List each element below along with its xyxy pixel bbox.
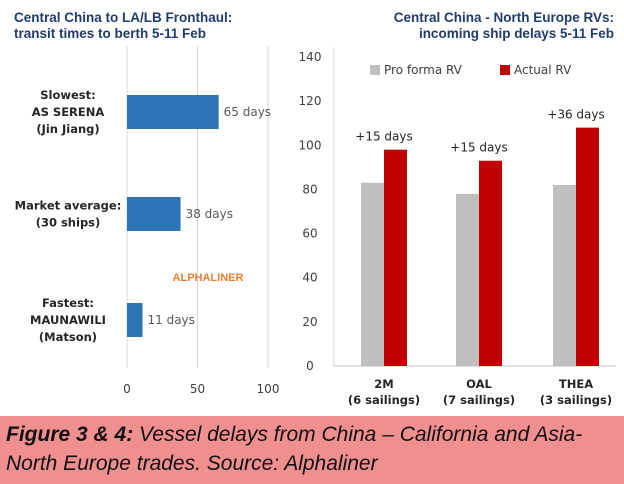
category-label: AS SERENA	[32, 105, 105, 119]
bar	[127, 95, 219, 129]
bar-pro-forma	[553, 185, 576, 366]
category-label: 2M	[374, 377, 393, 391]
y-tick-label: 40	[302, 271, 317, 285]
legend-swatch-pro-forma	[370, 65, 380, 75]
delay-annotation: +15 days	[355, 130, 412, 144]
y-tick-label: 20	[302, 315, 317, 329]
category-label: (3 sailings)	[540, 393, 612, 407]
right-chart-title: Central China - North Europe RVs: incomi…	[318, 10, 614, 42]
category-label: (30 ships)	[36, 216, 101, 230]
bar-data-label: 38 days	[186, 207, 233, 221]
y-tick-label: 100	[300, 138, 321, 152]
caption-lead: Figure 3 & 4:	[6, 423, 134, 446]
y-tick-label: 60	[302, 227, 317, 241]
legend-label-actual: Actual RV	[514, 63, 572, 77]
y-tick-label: 0	[306, 359, 314, 373]
x-tick-label: 100	[257, 382, 280, 396]
legend-swatch-actual	[500, 65, 510, 75]
y-tick-label: 120	[300, 94, 321, 108]
category-label: (Matson)	[39, 330, 97, 344]
y-tick-label: 80	[302, 182, 317, 196]
category-label: MAUNAWILI	[30, 313, 106, 327]
ship-delay-chart: 0 20 40 60 80 100 120 140 +15 days 2M (6 sailings)…	[300, 47, 616, 407]
left-chart-title: Central China to LA/LB Fronthaul: transi…	[14, 10, 304, 42]
bar	[127, 197, 181, 231]
bar-data-label: 11 days	[148, 313, 195, 327]
category-label: Market average:	[15, 199, 122, 213]
delay-annotation: +36 days	[547, 108, 604, 122]
watermark: ALPHALINER	[173, 272, 244, 284]
caption-text: Figure 3 & 4: Vessel delays from China –…	[6, 420, 618, 478]
x-tick-label: 0	[123, 382, 131, 396]
bar	[127, 303, 143, 337]
left-chart-title-line1: Central China to LA/LB Fronthaul:	[14, 10, 233, 25]
bar-actual	[576, 127, 599, 366]
bar-actual	[384, 149, 407, 366]
legend-label-pro-forma: Pro forma RV	[384, 63, 463, 77]
transit-time-chart: 0 50 100 ALPHALINER 65 days Slowest: AS SERENA…	[15, 46, 280, 396]
bar-pro-forma	[456, 193, 479, 366]
delay-annotation: +15 days	[450, 141, 507, 155]
x-tick-label: 50	[190, 382, 205, 396]
bar-data-label: 65 days	[224, 105, 271, 119]
category-label: Slowest:	[40, 88, 96, 102]
category-label: OAL	[466, 377, 492, 391]
category-label: Fastest:	[42, 296, 94, 310]
category-label: (6 sailings)	[348, 393, 420, 407]
right-chart-title-line2: incoming ship delays 5-11 Feb	[418, 26, 614, 41]
bar-actual	[479, 160, 502, 366]
left-chart-title-line2: transit times to berth 5-11 Feb	[14, 26, 207, 41]
y-tick-label: 140	[300, 50, 321, 64]
category-label: (Jin Jiang)	[36, 122, 99, 136]
figure-caption: Figure 3 & 4: Vessel delays from China –…	[0, 416, 624, 484]
right-chart-title-line1: Central China - North Europe RVs:	[393, 10, 614, 25]
caption-body: Vessel delays from China – California an…	[6, 423, 583, 475]
bar-pro-forma	[361, 182, 384, 366]
category-label: THEA	[559, 377, 593, 391]
category-label: (7 sailings)	[443, 393, 515, 407]
